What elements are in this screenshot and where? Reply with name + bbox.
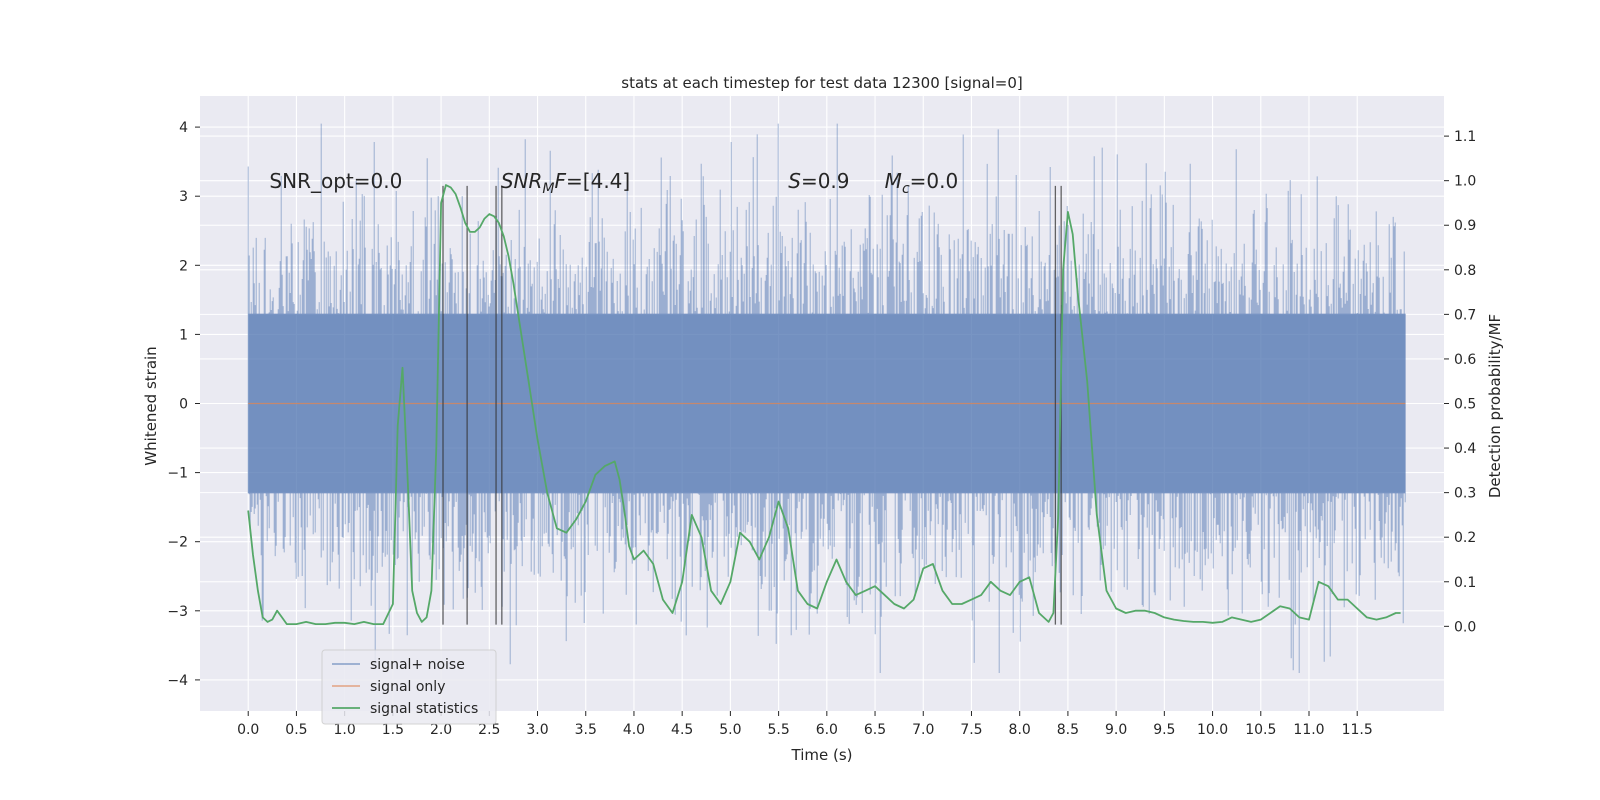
yl-tick-label-8: 4 [179, 120, 188, 136]
x-tick-label-1: 0.5 [285, 722, 307, 738]
x-tick-label-17: 8.5 [1057, 722, 1079, 738]
x-tick-label-20: 10.0 [1197, 722, 1228, 738]
legend-label-signal-statistics: signal statistics [370, 701, 478, 717]
chart-title: stats at each timestep for test data 123… [621, 74, 1022, 92]
x-tick-label-6: 3.0 [526, 722, 548, 738]
left-y-axis-label: Whitened strain [142, 346, 160, 465]
x-tick-label-9: 4.5 [671, 722, 693, 738]
yr-tick-label-1: 0.1 [1454, 575, 1476, 591]
x-tick-label-3: 1.5 [382, 722, 404, 738]
x-tick-label-12: 6.0 [816, 722, 838, 738]
noise-path [247, 123, 1406, 673]
yr-tick-label-0: 0.0 [1454, 619, 1476, 635]
x-tick-label-7: 3.5 [575, 722, 597, 738]
yr-tick-label-2: 0.2 [1454, 530, 1476, 546]
annotations: SNR_opt=0.0 SNRMF=[4.4] S=0.9 Mc=0.0 [269, 169, 958, 197]
annotation-s-value: S=0.9 [788, 169, 849, 193]
x-tick-label-21: 10.5 [1245, 722, 1276, 738]
yr-tick-label-3: 0.3 [1454, 486, 1476, 502]
x-tick-label-14: 7.0 [912, 722, 934, 738]
x-tick-label-10: 5.0 [719, 722, 741, 738]
x-tick-label-0: 0.0 [237, 722, 259, 738]
x-tick-label-15: 7.5 [960, 722, 982, 738]
yr-tick-label-11: 1.1 [1454, 129, 1476, 145]
yr-tick-label-10: 1.0 [1454, 174, 1476, 190]
annotation-mc-value: Mc=0.0 [885, 169, 959, 197]
yl-tick-label-0: −4 [167, 673, 188, 689]
right-y-axis-label: Detection probability/MF [1486, 314, 1504, 498]
left-y-axis: −4 −3 −2 −1 0 1 2 3 4 [167, 120, 200, 689]
x-tick-label-19: 9.5 [1153, 722, 1175, 738]
x-tick-label-2: 1.0 [334, 722, 356, 738]
x-tick-label-18: 9.0 [1105, 722, 1127, 738]
x-tick-label-4: 2.0 [430, 722, 452, 738]
legend-label-signal-noise: signal+ noise [370, 657, 465, 673]
statistics-series [247, 184, 1401, 625]
annotation-snr-opt: SNR_opt=0.0 [269, 169, 402, 193]
right-y-axis: 0.0 0.1 0.2 0.3 0.4 0.5 0.6 0.7 0.8 0.9 1.0 1.1 [1444, 129, 1476, 635]
x-tick-label-8: 4.0 [623, 722, 645, 738]
x-tick-label-11: 5.5 [767, 722, 789, 738]
legend-label-signal-only: signal only [370, 679, 445, 695]
statistics-line [247, 184, 1401, 625]
yr-tick-label-7: 0.7 [1454, 307, 1476, 323]
x-tick-label-13: 6.5 [864, 722, 886, 738]
annotation-snr-mf: SNRMF=[4.4] [501, 169, 630, 197]
yl-tick-label-4: 0 [179, 397, 188, 413]
yr-tick-label-6: 0.6 [1454, 352, 1476, 368]
yr-tick-label-9: 0.9 [1454, 218, 1476, 234]
x-axis-label: Time (s) [791, 746, 853, 764]
yr-tick-label-4: 0.4 [1454, 441, 1476, 457]
yl-tick-label-7: 3 [179, 189, 188, 205]
yl-tick-label-1: −3 [167, 604, 188, 620]
legend-box [321, 649, 497, 725]
yl-tick-label-2: −2 [167, 535, 188, 551]
legend: signal+ noise signal only signal statist… [321, 649, 497, 725]
x-axis: 0.0 0.5 1.0 1.5 2.0 2.5 3.0 3.5 4.0 4.5 5.0 5.5 6.0 6… [237, 711, 1373, 738]
x-tick-label-23: 11.5 [1342, 722, 1373, 738]
x-tick-label-16: 8.0 [1009, 722, 1031, 738]
yr-tick-label-5: 0.5 [1454, 397, 1476, 413]
x-tick-label-22: 11.0 [1293, 722, 1324, 738]
yl-tick-label-6: 2 [179, 258, 188, 274]
x-tick-label-5: 2.5 [478, 722, 500, 738]
yl-tick-label-3: −1 [167, 466, 188, 482]
yr-tick-label-8: 0.8 [1454, 263, 1476, 279]
yl-tick-label-5: 1 [179, 327, 188, 343]
